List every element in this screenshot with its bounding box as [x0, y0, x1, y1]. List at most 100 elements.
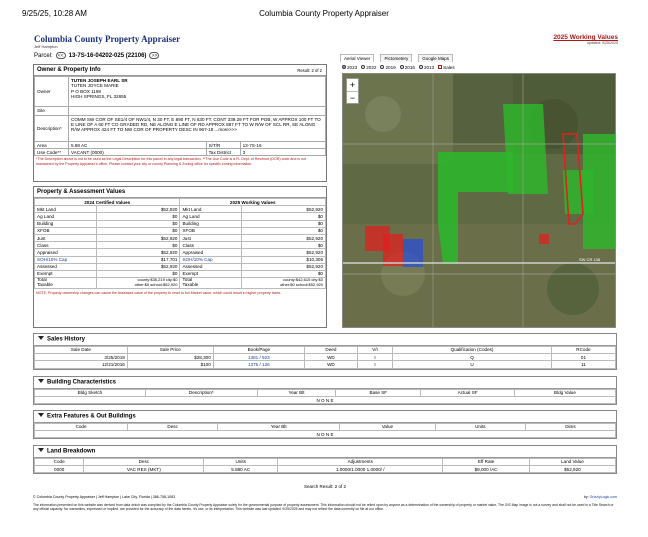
- owner-property-panel: Owner & Property Info Result: 2 of 2 Own…: [33, 64, 327, 182]
- building-col-header: Actual SF: [420, 388, 515, 397]
- tab-aerial-viewer[interactable]: Aerial Viewer: [340, 54, 375, 62]
- value-label: Appraised: [179, 248, 243, 257]
- prev-parcel-button[interactable]: <<: [55, 52, 66, 59]
- building-header[interactable]: Building Characteristics: [34, 377, 616, 389]
- year-option[interactable]: 2013: [418, 64, 435, 70]
- value-row: Building $0 Building $0: [34, 219, 326, 228]
- certified-value: $52,920: [95, 233, 181, 243]
- land-col-header: Eff Rate: [442, 457, 530, 466]
- vendor-link[interactable]: GrizzlyLogic.com: [589, 495, 617, 499]
- working-values-updated: updated: 9/25/2025: [587, 41, 618, 45]
- extra-col-header: Desc: [127, 422, 219, 431]
- land-breakdown-header[interactable]: Land Breakdown: [34, 446, 616, 458]
- sales-col-header: V/I: [356, 345, 394, 354]
- footer-by: by:: [583, 495, 590, 499]
- table-row: 0000 VAC RES (MKT) 5.880 AC 1.0000/1.000…: [33, 464, 617, 474]
- working-value: $0: [241, 219, 326, 228]
- map-year-options: 2023 2022 2019 2016 2013 Sales: [340, 63, 455, 71]
- value-label: Class: [179, 241, 243, 250]
- tax-district-value: 3: [239, 148, 327, 157]
- sales-toggle[interactable]: Sales: [438, 65, 455, 70]
- value-label: Ag Land: [179, 212, 243, 221]
- value-label[interactable]: SOH/10% Cap: [34, 255, 97, 264]
- site-title[interactable]: Columbia County Property Appraiser: [34, 34, 181, 44]
- working-values-link[interactable]: 2025 Working Values: [553, 34, 618, 41]
- extra-empty: N O N E: [34, 429, 616, 439]
- aerial-image: SW CR 138: [343, 74, 615, 327]
- sales-history-header[interactable]: Sales History: [34, 334, 616, 346]
- owner-table: Owner TUTEN JOSEPH EARL SR TUTEN JOYCE M…: [34, 76, 327, 157]
- year-label: 2016: [404, 64, 415, 70]
- owner-disclaimer: *The Description above is not to be used…: [36, 157, 306, 166]
- map-panel: Aerial Viewer Pictometery Google Maps 20…: [340, 54, 616, 328]
- sales-col-header[interactable]: Qualification (Codes): [392, 345, 552, 354]
- parcel-red: [539, 234, 549, 244]
- working-value: $10,305: [241, 255, 326, 264]
- value-row: Appraised $52,920 Appraised $52,920: [34, 248, 326, 257]
- collapse-triangle-icon: [38, 413, 44, 417]
- building-section: Building Characteristics Bldg Sketch Des…: [33, 376, 617, 406]
- land-adjustments: 1.0000/1.0000 1.0000/ /: [277, 464, 444, 474]
- certified-header: 2024 Certified Values: [33, 197, 181, 207]
- extra-features-header[interactable]: Extra Features & Out Buildings: [34, 411, 616, 423]
- extra-col-header: Year Blt: [217, 422, 341, 431]
- value-label[interactable]: SOH/10% Cap: [179, 255, 243, 264]
- tab-google-maps[interactable]: Google Maps: [418, 54, 453, 62]
- certified-value: $0: [95, 226, 181, 235]
- rcode: 01: [550, 352, 617, 362]
- value-label: XFOB: [34, 226, 97, 235]
- year-option[interactable]: 2023: [342, 65, 357, 70]
- area-value: 5.88 AC: [68, 140, 207, 150]
- land-col-header: Adjustments: [277, 457, 444, 466]
- owner-line: HIGH SPRINGS, FL 32655: [71, 94, 127, 100]
- tax-district-label: Tax District: [205, 148, 241, 157]
- value-row: Mkt Land $52,920 Mkt Land $52,920: [34, 205, 326, 214]
- land-breakdown-section: Land Breakdown Code Desc Units Adjustmen…: [33, 445, 617, 475]
- value-label: Mkt Land: [179, 205, 243, 214]
- year-option[interactable]: 2016: [399, 64, 415, 70]
- description-label: Description*: [34, 115, 69, 142]
- certified-value: $17,701: [95, 255, 181, 264]
- parcel-row: Parcel: << 13-7S-16-04202-025 (22106) >>: [34, 52, 160, 59]
- aerial-map[interactable]: SW CR 138 + −: [342, 73, 616, 328]
- certified-taxable: other:$0 school:$52,920: [134, 282, 178, 288]
- land-col-header: Desc: [83, 457, 205, 466]
- sale-price: $100: [126, 360, 214, 369]
- next-parcel-button[interactable]: >>: [149, 52, 160, 59]
- certified-value: $0: [95, 269, 181, 279]
- year-option[interactable]: 2019: [380, 65, 396, 70]
- search-result: Search Result: 2 of 2: [303, 484, 347, 489]
- sales-label: Sales: [443, 64, 455, 70]
- value-label: Assessed: [179, 262, 243, 271]
- land-col-header: Units: [203, 457, 279, 466]
- value-row: Assessed $52,920 Assessed $52,920: [34, 262, 326, 271]
- land-breakdown-title: Land Breakdown: [47, 448, 96, 455]
- land-eff-rate: $9,000 /AC: [442, 464, 530, 474]
- zoom-in-button[interactable]: +: [349, 80, 356, 90]
- building-col-header: Base SF: [335, 388, 422, 397]
- certified-value: $0: [95, 219, 181, 228]
- checkbox-icon: [438, 65, 443, 70]
- year-option[interactable]: 2022: [361, 65, 376, 70]
- book-page-link[interactable]: 1375 / 126: [212, 360, 305, 369]
- str-value: 13-7S-16: [239, 140, 327, 150]
- road-label: SW CR 138: [579, 257, 601, 262]
- working-total: county:$42,615 city:$0: [282, 277, 323, 283]
- value-label: Just: [179, 233, 243, 243]
- parcel-green: [583, 134, 615, 249]
- taxable-label: Taxable: [182, 282, 199, 288]
- footer-credit-text: © Columbia County Property Appraiser | J…: [33, 495, 176, 499]
- str-label: S/T/R: [205, 140, 241, 150]
- working-value: $52,920: [241, 248, 326, 257]
- year-label: 2013: [423, 64, 435, 70]
- extra-col-header: Value: [339, 422, 436, 431]
- working-values-header: 2025 Working Values updated: 9/25/2025: [553, 34, 618, 45]
- sales-col-header: Book/Page: [212, 345, 305, 354]
- zoom-out-button[interactable]: −: [347, 91, 358, 103]
- land-col-header: Land Value: [528, 457, 617, 466]
- values-panel: Property & Assessment Values 2024 Certif…: [33, 186, 327, 328]
- tab-pictometery[interactable]: Pictometery: [380, 54, 413, 62]
- book-page-link[interactable]: 1381 / 923: [212, 352, 305, 362]
- extra-features-section: Extra Features & Out Buildings Code Desc…: [33, 410, 617, 440]
- total-label: Total: [182, 277, 193, 283]
